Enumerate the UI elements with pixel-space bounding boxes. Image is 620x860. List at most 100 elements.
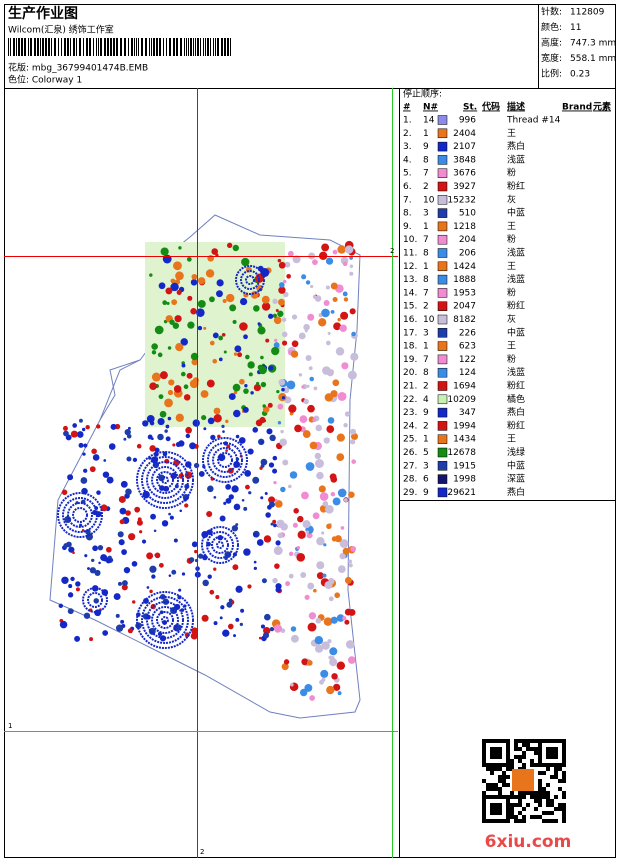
stitch: [153, 529, 157, 533]
qr-cell: [502, 771, 506, 775]
stitch: [233, 634, 237, 638]
row-index: 1.: [403, 116, 412, 126]
bar: [100, 38, 102, 56]
stitch: [198, 553, 204, 559]
description: 粉红: [507, 180, 525, 192]
medallion: [136, 451, 194, 509]
stitch: [105, 546, 112, 553]
stitch: [324, 393, 333, 402]
qr-cell: [550, 763, 554, 767]
swatch: [437, 487, 448, 498]
stitch: [285, 581, 291, 587]
qr-cell: [482, 763, 486, 767]
stat-label: 高度:: [541, 37, 562, 49]
stitch: [168, 379, 175, 386]
stitch: [91, 558, 95, 563]
stitch: [344, 619, 350, 625]
qr-cell: [510, 759, 514, 763]
qr-cell: [482, 779, 486, 783]
qr-cell: [542, 787, 546, 791]
stitch: [278, 298, 285, 306]
bar: [79, 38, 81, 56]
stitch: [231, 485, 239, 493]
swatch: [437, 394, 448, 405]
stitch: [227, 623, 234, 630]
stitch: [166, 301, 170, 305]
qr-cell: [490, 819, 494, 823]
row-index: 15.: [403, 302, 417, 312]
stitch: [260, 624, 266, 629]
qr-code: [481, 738, 566, 823]
qr-cell: [554, 819, 558, 823]
stitches: 996: [459, 116, 476, 126]
row-index: 3.: [403, 142, 412, 152]
stitch: [215, 595, 220, 600]
stitch: [191, 358, 199, 366]
stitch: [243, 388, 249, 394]
stitch: [269, 627, 275, 632]
qr-cell: [502, 795, 506, 799]
swatch: [437, 447, 448, 458]
swatch: [437, 328, 448, 338]
qr-cell: [506, 811, 510, 815]
stitch: [115, 613, 120, 618]
stitch: [277, 258, 282, 263]
stitch: [207, 574, 212, 579]
stitch: [262, 406, 270, 413]
stitch: [228, 393, 236, 401]
stitch: [180, 371, 186, 377]
guide-label: 1: [8, 722, 12, 730]
stitch: [332, 379, 340, 387]
stitch: [78, 442, 84, 448]
row-index: 27.: [403, 461, 417, 471]
bar: [67, 38, 69, 56]
stitch: [257, 322, 261, 326]
stitch: [272, 298, 278, 304]
description: 浅绿: [507, 446, 525, 458]
stat-value: 11: [570, 23, 581, 33]
medallion: [206, 531, 234, 559]
stitch: [337, 317, 341, 322]
stitch: [131, 561, 138, 567]
qr-cell: [486, 819, 490, 823]
qr-cell: [558, 767, 562, 771]
stitch: [305, 530, 310, 534]
stitch: [301, 385, 305, 389]
bar: [61, 38, 62, 56]
qr-cell: [538, 799, 542, 803]
stitch: [265, 338, 270, 343]
stitch: [102, 471, 110, 478]
stitch: [273, 342, 280, 348]
qr-cell: [546, 755, 550, 759]
stitch: [220, 605, 225, 610]
qr-cell: [486, 763, 490, 767]
qr-cell: [490, 739, 494, 743]
stitch: [187, 321, 195, 329]
stitch: [93, 598, 99, 604]
bar: [40, 38, 41, 56]
needle: 9: [423, 488, 429, 498]
bar: [76, 38, 77, 56]
stitch: [301, 658, 309, 666]
needle: 1: [423, 129, 429, 139]
stitch: [125, 510, 131, 516]
stitch: [210, 434, 216, 441]
stitch: [206, 511, 213, 518]
qr-cell: [498, 767, 502, 771]
qr-cell: [542, 795, 546, 799]
stat-label: 比例:: [541, 68, 562, 80]
qr-cell: [534, 739, 538, 743]
stitch: [350, 439, 356, 445]
stitch: [154, 447, 160, 453]
stitch: [158, 474, 165, 482]
stitch: [316, 537, 325, 546]
qr-cell: [494, 819, 498, 823]
qr-cell: [490, 803, 494, 807]
stitch: [291, 340, 299, 348]
guide-label: 2: [200, 848, 204, 856]
needle: 14: [423, 116, 435, 126]
bar: [21, 38, 23, 56]
stitch: [213, 621, 218, 626]
description: 浅蓝: [507, 247, 525, 259]
qr-cell: [542, 791, 546, 795]
